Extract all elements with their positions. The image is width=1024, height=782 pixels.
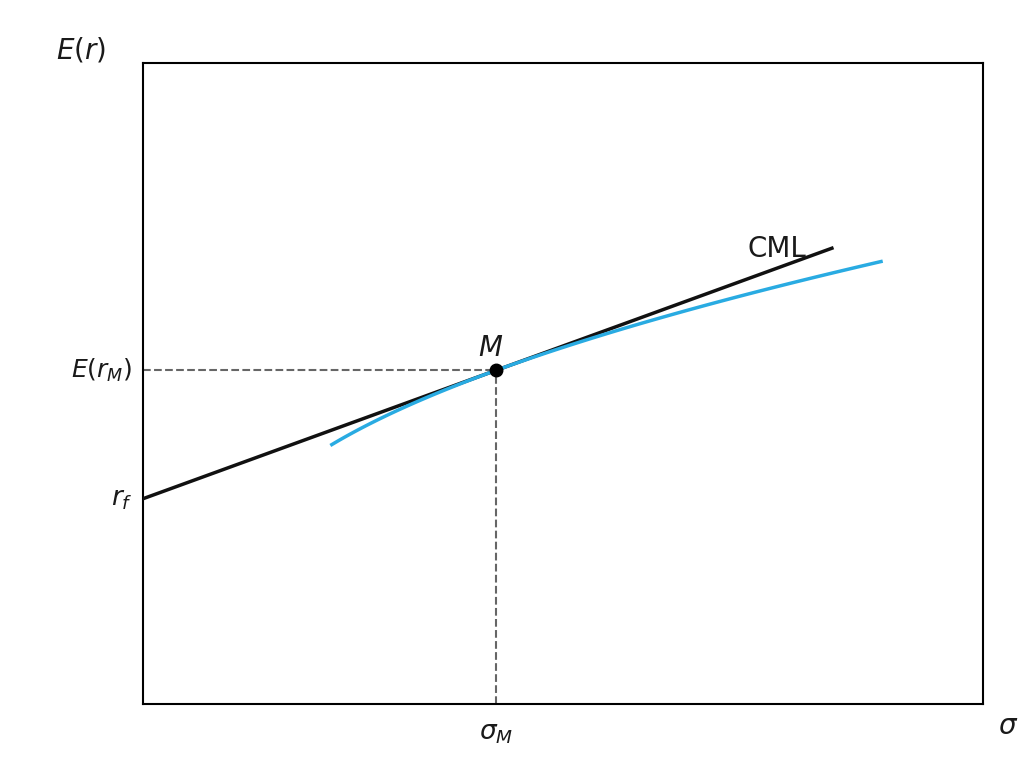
Text: $E(r_M)$: $E(r_M)$ [71, 357, 132, 384]
Text: $\sigma$: $\sigma$ [998, 712, 1019, 740]
Text: $E(r)$: $E(r)$ [56, 35, 106, 64]
Text: $M$: $M$ [478, 334, 503, 362]
Text: CML: CML [748, 235, 807, 263]
Text: $r_f$: $r_f$ [111, 486, 132, 511]
Text: $\sigma_M$: $\sigma_M$ [479, 720, 513, 747]
